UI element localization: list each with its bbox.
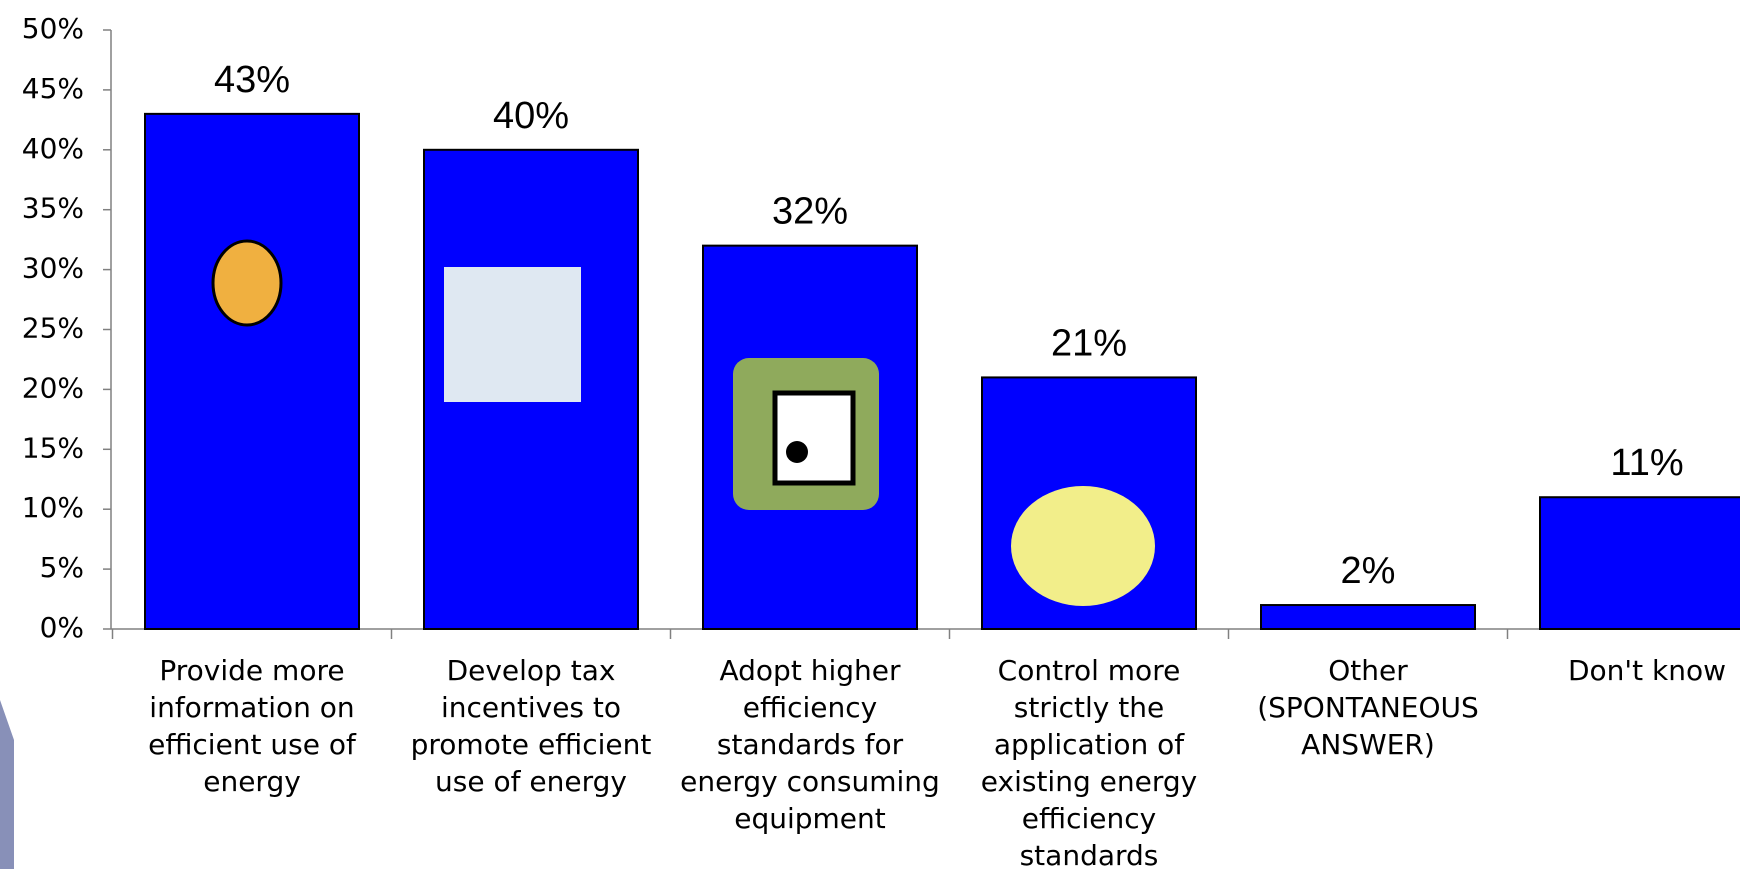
clip-art — [211, 239, 283, 327]
clip-art — [772, 390, 856, 486]
x-tick-label: Don't know — [1567, 654, 1726, 687]
value-label: 40% — [493, 95, 569, 137]
y-tick-label: 50% — [22, 12, 84, 45]
value-label: 11% — [1610, 442, 1683, 484]
x-tick-label: Control more strictly the application of… — [980, 654, 1198, 869]
value-label: 21% — [1051, 322, 1127, 364]
y-tick-label: 25% — [22, 312, 84, 345]
value-label: 32% — [772, 191, 848, 233]
y-tick-label: 40% — [22, 132, 84, 165]
slide-decoration — [0, 700, 14, 869]
bar — [1539, 496, 1740, 630]
x-tick-label: Develop tax incentives to promote effici… — [410, 654, 652, 798]
clip-art — [786, 441, 808, 463]
x-tick-label: Other (SPONTANEOUS ANSWER) — [1257, 654, 1479, 761]
value-label: 43% — [214, 59, 290, 101]
bar — [1260, 604, 1476, 630]
y-tick-label: 30% — [22, 252, 84, 285]
bar — [144, 112, 360, 631]
y-tick-label: 0% — [40, 611, 84, 644]
y-tick-label: 35% — [22, 192, 84, 225]
clip-art — [1011, 486, 1155, 606]
x-tick-label: Provide more information on efficient us… — [148, 654, 356, 798]
y-tick-label: 5% — [40, 551, 84, 584]
y-tick-label: 15% — [22, 431, 84, 464]
y-tick-label: 10% — [22, 491, 84, 524]
y-tick-label: 45% — [22, 72, 84, 105]
x-tick-label: Adopt higher efficiency standards for en… — [680, 654, 940, 835]
y-tick-label: 20% — [22, 371, 84, 404]
value-label: 2% — [1341, 550, 1396, 592]
clip-art — [444, 267, 581, 402]
